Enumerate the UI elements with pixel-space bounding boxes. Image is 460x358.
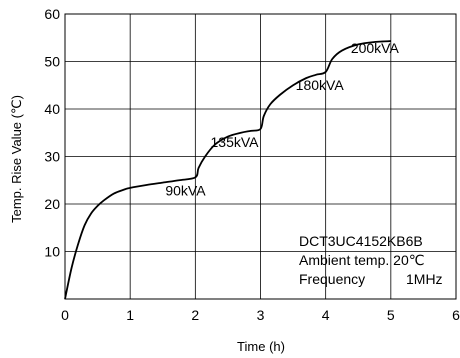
y-tick-label: 20	[44, 196, 60, 212]
info-model: DCT3UC4152KB6B	[299, 233, 423, 249]
info-box: DCT3UC4152KB6B Ambient temp. 20℃ Frequen…	[299, 233, 443, 287]
y-tick-label: 40	[44, 101, 60, 117]
annotation-180kva: 180kVA	[296, 77, 345, 93]
plot-frame	[64, 13, 457, 300]
temperature-rise-curve	[64, 40, 391, 300]
grid-lines	[65, 14, 456, 299]
y-tick-label: 60	[44, 6, 60, 22]
y-tick-label: 50	[44, 54, 60, 70]
annotation-200kva: 200kVA	[351, 40, 400, 56]
annotation-90kva: 90kVA	[165, 182, 206, 198]
x-tick-labels: 0 1 2 3 4 5 6	[61, 307, 460, 323]
x-axis-label: Time (h)	[237, 339, 285, 354]
x-tick-label: 5	[387, 307, 395, 323]
info-frequency-label: Frequency	[299, 271, 365, 287]
y-tick-label: 30	[44, 149, 60, 165]
x-tick-label: 2	[191, 307, 199, 323]
x-tick-label: 6	[452, 307, 460, 323]
x-tick-label: 1	[126, 307, 134, 323]
x-tick-label: 3	[257, 307, 265, 323]
annotation-135kva: 135kVA	[211, 134, 260, 150]
y-tick-labels: 10 20 30 40 50 60	[44, 6, 60, 260]
y-axis-label: Temp. Rise Value (℃)	[9, 95, 24, 223]
info-frequency-value: 1MHz	[406, 271, 443, 287]
info-ambient-temp: Ambient temp. 20℃	[299, 252, 424, 268]
y-tick-label: 10	[44, 244, 60, 260]
x-tick-label: 0	[61, 307, 69, 323]
x-tick-label: 4	[322, 307, 330, 323]
